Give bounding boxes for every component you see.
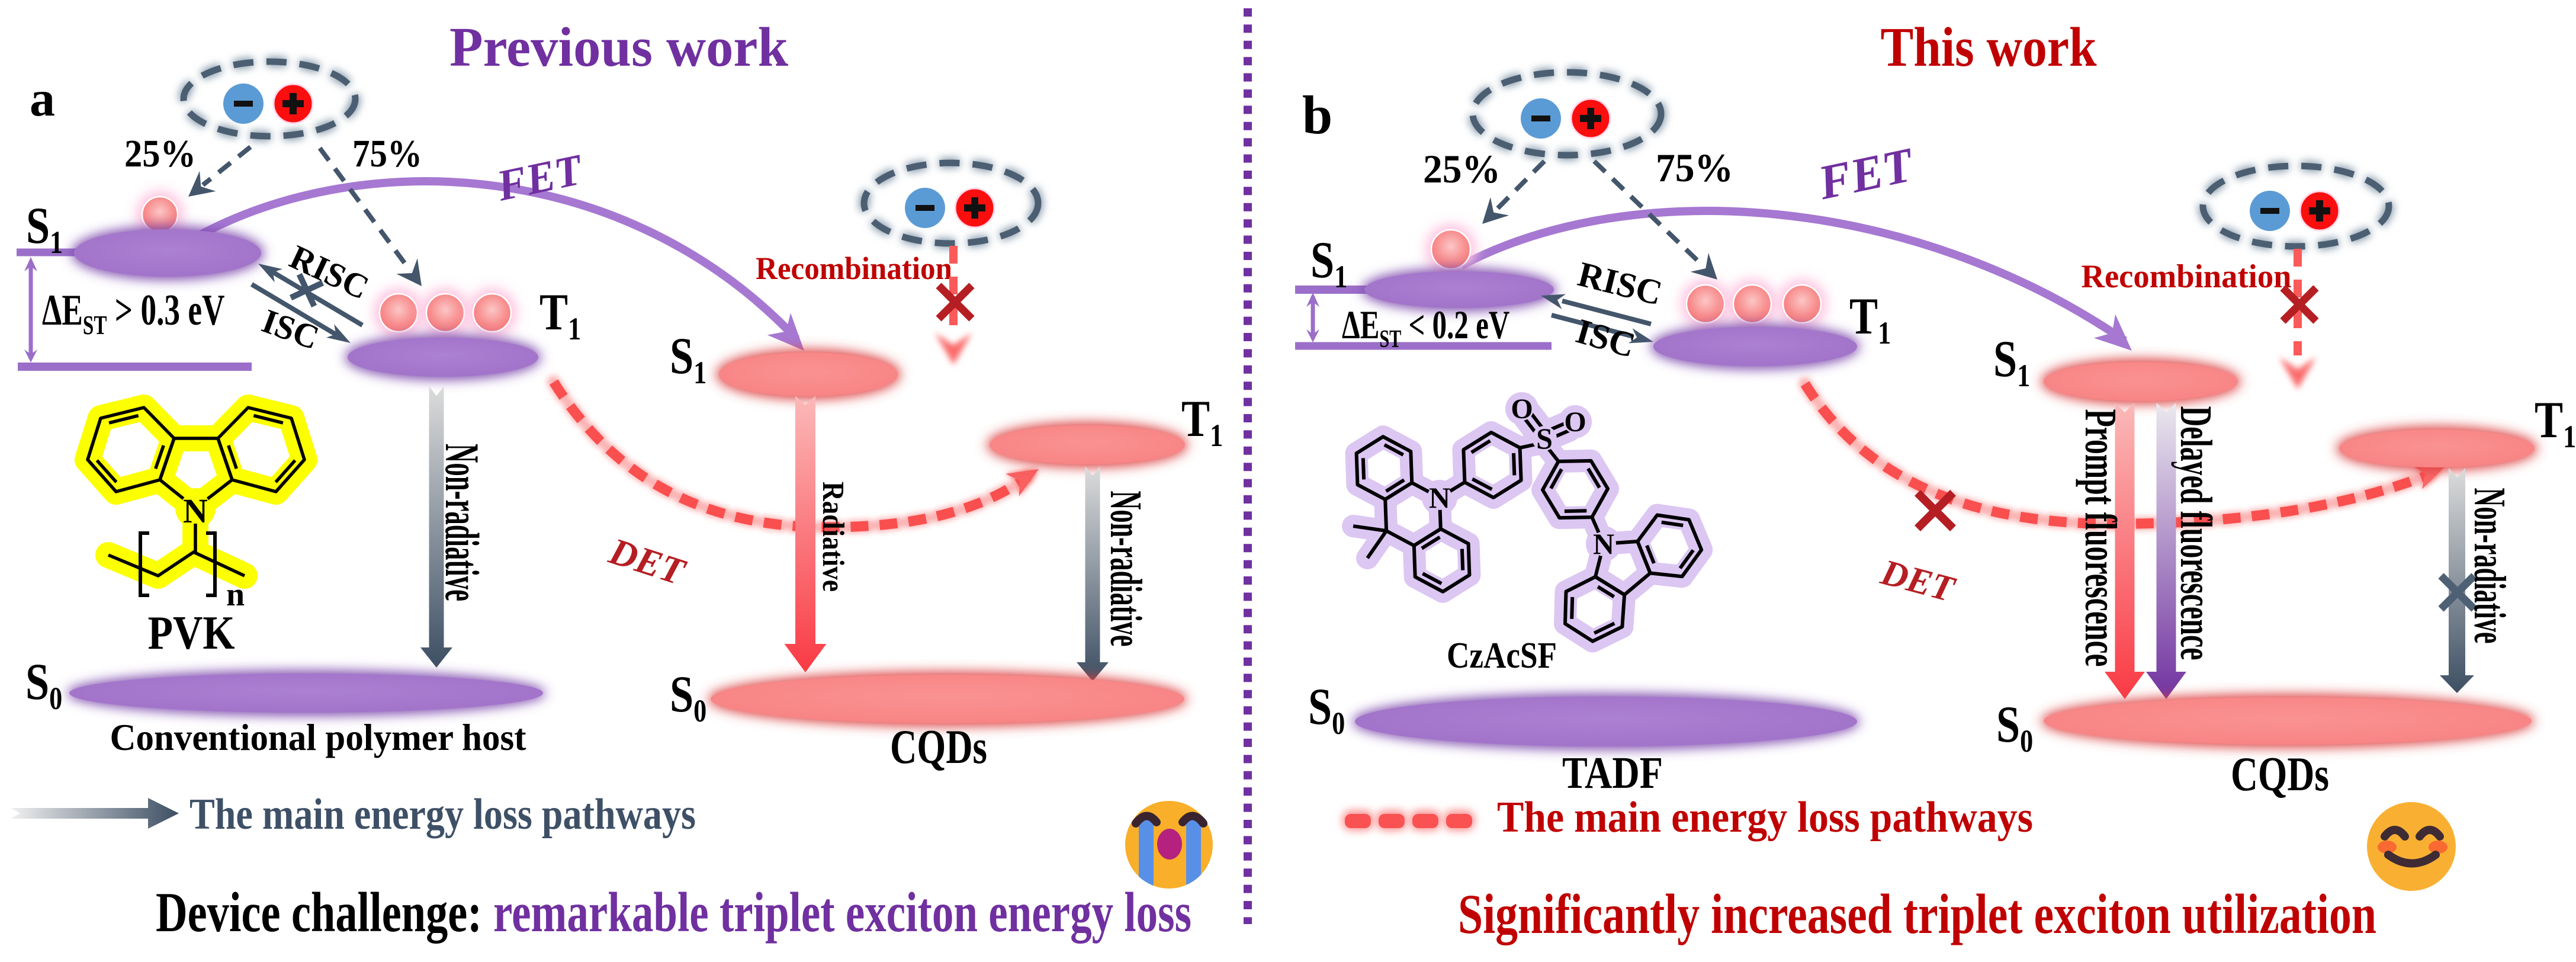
svg-text:remarkable triplet exciton ene: remarkable triplet exciton energy loss — [493, 881, 1191, 944]
svg-text:The main energy loss pathways: The main energy loss pathways — [1497, 793, 2033, 842]
svg-text:Radiative: Radiative — [816, 482, 850, 592]
svg-text:Delayed fluorescence: Delayed fluorescence — [2171, 406, 2221, 660]
svg-text:CzAcSF: CzAcSF — [1447, 636, 1557, 676]
svg-text:Previous work: Previous work — [449, 17, 789, 78]
svg-text:TADF: TADF — [1562, 748, 1663, 798]
svg-text:N: N — [1429, 481, 1450, 514]
svg-text:Significantly increased triple: Significantly increased triplet exciton … — [1458, 883, 2376, 945]
svg-text:75%: 75% — [1656, 145, 1733, 190]
svg-text:75%: 75% — [352, 132, 422, 175]
svg-text:N: N — [1593, 527, 1614, 560]
svg-text:PVK: PVK — [148, 607, 235, 659]
svg-text:Recombination: Recombination — [2082, 258, 2292, 295]
svg-text:Non-radiative: Non-radiative — [435, 444, 489, 601]
svg-text:This work: This work — [1881, 17, 2098, 78]
svg-text:ΔEST < 0.2 eV: ΔEST < 0.2 eV — [1342, 302, 1509, 352]
svg-text:S1: S1 — [1311, 231, 1347, 294]
svg-text:ΔEST > 0.3 eV: ΔEST > 0.3 eV — [42, 286, 224, 341]
svg-text:S: S — [1536, 422, 1553, 455]
svg-text:N: N — [183, 492, 208, 530]
svg-text:Conventional polymer host: Conventional polymer host — [110, 716, 527, 758]
svg-text:CQDs: CQDs — [2231, 747, 2329, 801]
svg-text:O: O — [1511, 393, 1533, 425]
svg-text:25%: 25% — [124, 132, 196, 175]
svg-text:Non-radiative: Non-radiative — [1101, 491, 1151, 647]
svg-text:Non-radiative: Non-radiative — [2465, 488, 2514, 644]
svg-text:25%: 25% — [1423, 146, 1501, 191]
svg-text:a: a — [30, 70, 55, 127]
svg-text:Prompt fluorescence: Prompt fluorescence — [2076, 409, 2125, 667]
svg-text:b: b — [1302, 85, 1332, 145]
svg-text:T1: T1 — [1181, 390, 1223, 453]
svg-text:O: O — [1564, 406, 1586, 438]
svg-text:n: n — [226, 576, 245, 613]
svg-text:T1: T1 — [2535, 391, 2576, 454]
svg-text:The main energy loss pathways: The main energy loss pathways — [189, 790, 696, 839]
svg-text:Device challenge:: Device challenge: — [156, 881, 482, 944]
svg-text:Recombination: Recombination — [756, 251, 952, 286]
svg-text:CQDs: CQDs — [890, 720, 987, 774]
